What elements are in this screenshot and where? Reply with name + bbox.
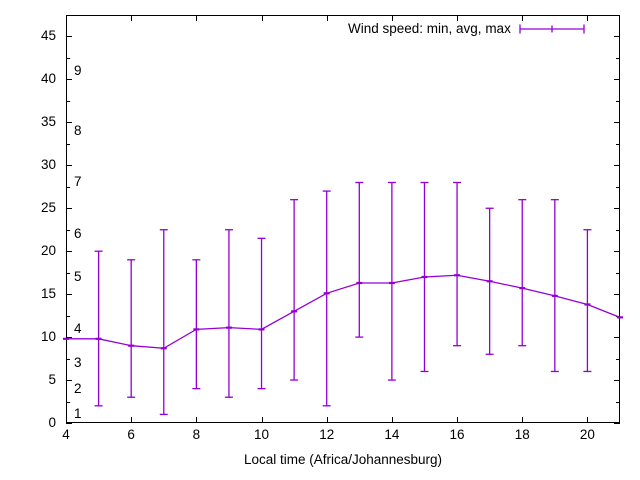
legend-sample-errorbar	[519, 22, 585, 34]
y-tick-label: 0	[48, 415, 56, 430]
y-tick-label: 25	[40, 200, 56, 216]
y-tick-minor	[66, 272, 70, 274]
beaufort-label: 1	[74, 406, 82, 422]
y-tick-minor	[66, 401, 70, 403]
x-tick-mark	[196, 417, 198, 423]
beaufort-label: 7	[74, 174, 82, 190]
y-tick-label: 40	[40, 71, 56, 87]
x-tick-label: 16	[449, 427, 465, 442]
y-tick-label: 5	[48, 372, 56, 388]
y-tick-minor-right	[616, 358, 620, 360]
x-tick-mark-top	[66, 15, 67, 21]
y-tick-label: 30	[40, 157, 56, 173]
x-tick-label: 18	[514, 427, 530, 442]
y-tick-mark-right	[614, 208, 620, 210]
x-tick-mark-top	[587, 15, 589, 21]
x-tick-mark-top	[457, 15, 459, 21]
x-tick-mark-top	[391, 15, 393, 21]
y-tick-minor-right	[616, 100, 620, 102]
y-tick-minor-right	[616, 315, 620, 317]
y-tick-mark	[66, 380, 72, 382]
y-tick-mark	[66, 294, 72, 296]
beaufort-label: 2	[74, 380, 82, 396]
beaufort-label: 5	[74, 268, 82, 284]
y-tick-minor-right	[616, 401, 620, 403]
plot-area	[66, 15, 620, 423]
beaufort-label: 4	[74, 320, 82, 336]
x-axis-title: Local time (Africa/Johannesburg)	[243, 452, 443, 467]
legend-label: Wind speed: min, avg, max	[348, 20, 511, 36]
y-tick-mark-right	[614, 79, 620, 81]
x-tick-mark-top	[131, 15, 133, 21]
y-tick-mark-right	[614, 337, 620, 339]
x-tick-label: 6	[127, 427, 135, 442]
x-tick-label: 8	[192, 427, 201, 442]
beaufort-label: 8	[74, 122, 82, 138]
y-tick-label: 10	[40, 329, 56, 345]
y-tick-mark	[66, 122, 72, 124]
y-tick-minor	[66, 315, 70, 317]
y-tick-mark-right	[614, 122, 620, 124]
y-tick-minor	[66, 186, 70, 188]
y-tick-label: 45	[40, 28, 56, 44]
y-tick-minor	[66, 143, 70, 145]
y-tick-minor	[66, 57, 70, 59]
y-tick-mark-right	[614, 423, 620, 424]
x-tick-mark	[66, 417, 67, 423]
x-tick-mark	[261, 417, 263, 423]
y-tick-label: 20	[40, 243, 56, 259]
y-tick-minor-right	[616, 143, 620, 145]
x-tick-mark	[391, 417, 393, 423]
y-tick-minor-right	[616, 272, 620, 274]
y-tick-mark	[66, 79, 72, 81]
y-tick-minor	[66, 358, 70, 360]
y-tick-mark-right	[614, 380, 620, 382]
y-tick-minor-right	[616, 186, 620, 188]
beaufort-label: 9	[74, 62, 82, 78]
y-tick-mark-right	[614, 294, 620, 296]
x-tick-mark-top	[326, 15, 328, 21]
beaufort-label: 6	[74, 226, 82, 242]
x-tick-mark-top	[196, 15, 198, 21]
y-tick-minor	[66, 229, 70, 231]
x-tick-mark	[457, 417, 459, 423]
x-tick-label: 10	[254, 427, 270, 442]
y-tick-mark	[66, 337, 72, 339]
y-tick-minor	[66, 100, 70, 102]
y-tick-mark	[66, 208, 72, 210]
y-tick-mark-right	[614, 36, 620, 38]
x-tick-label: 4	[62, 427, 70, 442]
x-tick-mark	[131, 417, 133, 423]
x-tick-label: 14	[384, 427, 400, 442]
y-tick-label: 15	[40, 286, 56, 302]
x-tick-label: 20	[579, 427, 595, 442]
y-tick-minor-right	[616, 229, 620, 231]
y-tick-label: 35	[40, 114, 56, 130]
y-tick-mark	[66, 36, 72, 38]
y-tick-mark	[66, 165, 72, 167]
x-tick-mark	[587, 417, 589, 423]
legend: Wind speed: min, avg, max	[348, 19, 585, 37]
y-tick-mark	[66, 251, 72, 253]
y-axis-title-wrap: Wind speed (kn - Beaufort)	[0, 0, 21, 22]
x-tick-mark-top	[261, 15, 263, 21]
x-tick-mark-top	[522, 15, 524, 21]
beaufort-label: 3	[74, 354, 82, 370]
y-tick-mark-right	[614, 165, 620, 167]
x-tick-label: 12	[319, 427, 335, 442]
x-tick-mark	[326, 417, 328, 423]
y-tick-minor-right	[616, 57, 620, 59]
y-tick-mark	[66, 423, 72, 424]
y-tick-mark-right	[614, 251, 620, 253]
x-tick-mark	[522, 417, 524, 423]
